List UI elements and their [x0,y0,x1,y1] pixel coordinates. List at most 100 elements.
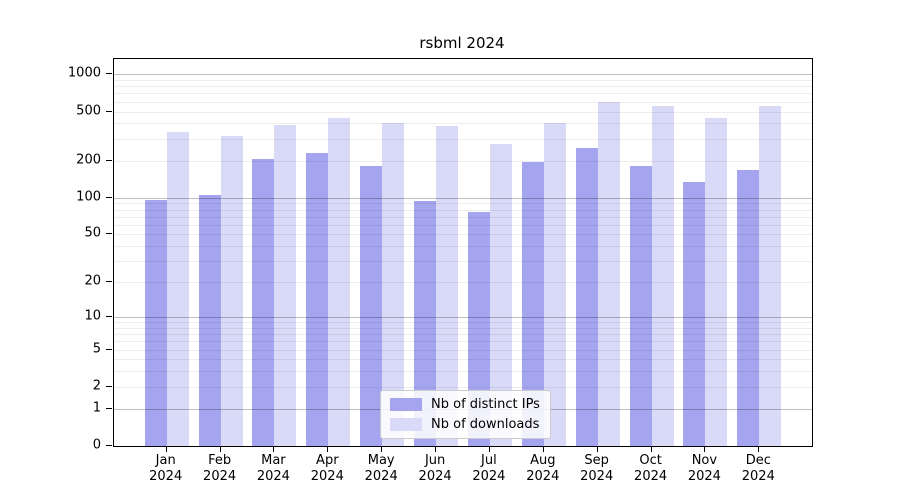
month-label: Oct [639,453,662,468]
y-tick-20 [106,281,112,283]
x-tick-label-jun: Jun 2024 [405,453,465,485]
bar-ips-dec [737,170,760,446]
bar-downloads-dec [759,106,782,446]
y-tick-2 [106,385,112,387]
year-label: 2024 [149,469,183,484]
y-tick-label-200: 200 [76,152,101,168]
y-tick-label-50: 50 [84,225,101,241]
bar-ips-nov [683,181,706,446]
year-label: 2024 [203,469,237,484]
year-label: 2024 [310,469,344,484]
y-tick-5 [106,348,112,350]
x-tick-sep [596,446,598,452]
x-tick-nov [704,446,706,452]
month-label: Apr [316,453,339,468]
year-label: 2024 [687,469,721,484]
bar-downloads-nov [705,117,728,446]
y-tick-10 [106,316,112,317]
y-tick-label-2: 2 [92,378,101,394]
bar-ips-sep [575,148,598,446]
bar-ips-aug [521,161,544,446]
chart-title: rsbml 2024 [419,34,505,52]
year-label: 2024 [256,469,290,484]
plot-area: Nb of distinct IPs Nb of downloads [113,58,813,447]
month-label: Feb [208,453,232,468]
bar-downloads-jan [166,132,189,446]
bar-downloads-feb [220,135,243,446]
bar-downloads-mar [274,125,297,446]
x-tick-apr [327,446,329,452]
x-tick-label-nov: Nov 2024 [674,453,734,485]
x-tick-may [381,446,383,452]
y-tick-1000 [106,73,112,75]
bar-downloads-may [382,122,405,446]
bar-ips-may [360,166,383,446]
month-label: Aug [530,453,556,468]
x-tick-label-dec: Dec 2024 [728,453,788,485]
bar-ips-feb [198,194,221,446]
bar-downloads-sep [597,102,620,446]
year-label: 2024 [580,469,614,484]
x-tick-label-oct: Oct 2024 [621,453,681,485]
y-tick-label-1: 1 [92,400,101,416]
bar-ips-jun [414,200,437,446]
bar-downloads-jul [489,143,512,446]
bar-ips-oct [629,166,652,446]
bar-downloads-oct [651,106,674,446]
y-tick-label-500: 500 [76,103,101,118]
month-label: Jul [481,453,497,468]
legend-swatch-downloads [390,418,422,431]
x-tick-jun [435,446,437,452]
bar-downloads-apr [328,117,351,446]
legend-row-ips: Nb of distinct IPs [390,396,540,413]
bars-layer [114,59,812,446]
x-tick-dec [758,446,760,452]
y-tick-100 [106,196,112,198]
month-label: Jan [155,453,176,468]
legend: Nb of distinct IPs Nb of downloads [380,390,551,439]
y-tick-label-5: 5 [92,341,101,357]
y-tick-label-20: 20 [84,273,101,289]
x-tick-label-apr: Apr 2024 [297,453,357,485]
legend-label-ips: Nb of distinct IPs [431,397,540,412]
x-tick-label-sep: Sep 2024 [567,453,627,485]
x-tick-label-mar: Mar 2024 [243,453,303,485]
bar-ips-jul [467,212,490,446]
y-tick-label-0: 0 [92,437,101,453]
y-tick-50 [106,233,112,235]
year-label: 2024 [472,469,506,484]
month-label: Dec [745,453,771,468]
legend-label-downloads: Nb of downloads [431,417,540,432]
x-tick-label-feb: Feb 2024 [190,453,250,485]
x-tick-oct [650,446,652,452]
x-tick-aug [542,446,544,452]
x-tick-label-may: May 2024 [351,453,411,485]
x-tick-label-aug: Aug 2024 [513,453,573,485]
x-tick-label-jul: Jul 2024 [459,453,519,485]
bar-downloads-jun [436,125,459,446]
month-label: Jun [424,453,446,468]
year-label: 2024 [526,469,560,484]
y-tick-label-1000: 1000 [67,65,101,81]
x-tick-mar [273,446,275,452]
x-tick-jul [488,446,490,452]
x-tick-jan [165,446,167,452]
legend-row-downloads: Nb of downloads [390,416,540,433]
y-tick-1 [106,407,112,409]
month-label: Sep [584,453,609,468]
month-label: May [367,453,395,468]
y-tick-label-10: 10 [84,308,101,324]
legend-swatch-ips [390,398,422,411]
year-label: 2024 [364,469,398,484]
y-tick-500 [106,110,112,112]
y-tick-0 [106,445,112,446]
y-tick-label-100: 100 [76,189,101,205]
bar-ips-mar [252,159,275,446]
year-label: 2024 [634,469,668,484]
year-label: 2024 [418,469,452,484]
month-label: Mar [261,453,286,468]
bar-ips-apr [306,152,329,446]
x-tick-label-jan: Jan 2024 [136,453,196,485]
bar-ips-jan [144,200,167,446]
